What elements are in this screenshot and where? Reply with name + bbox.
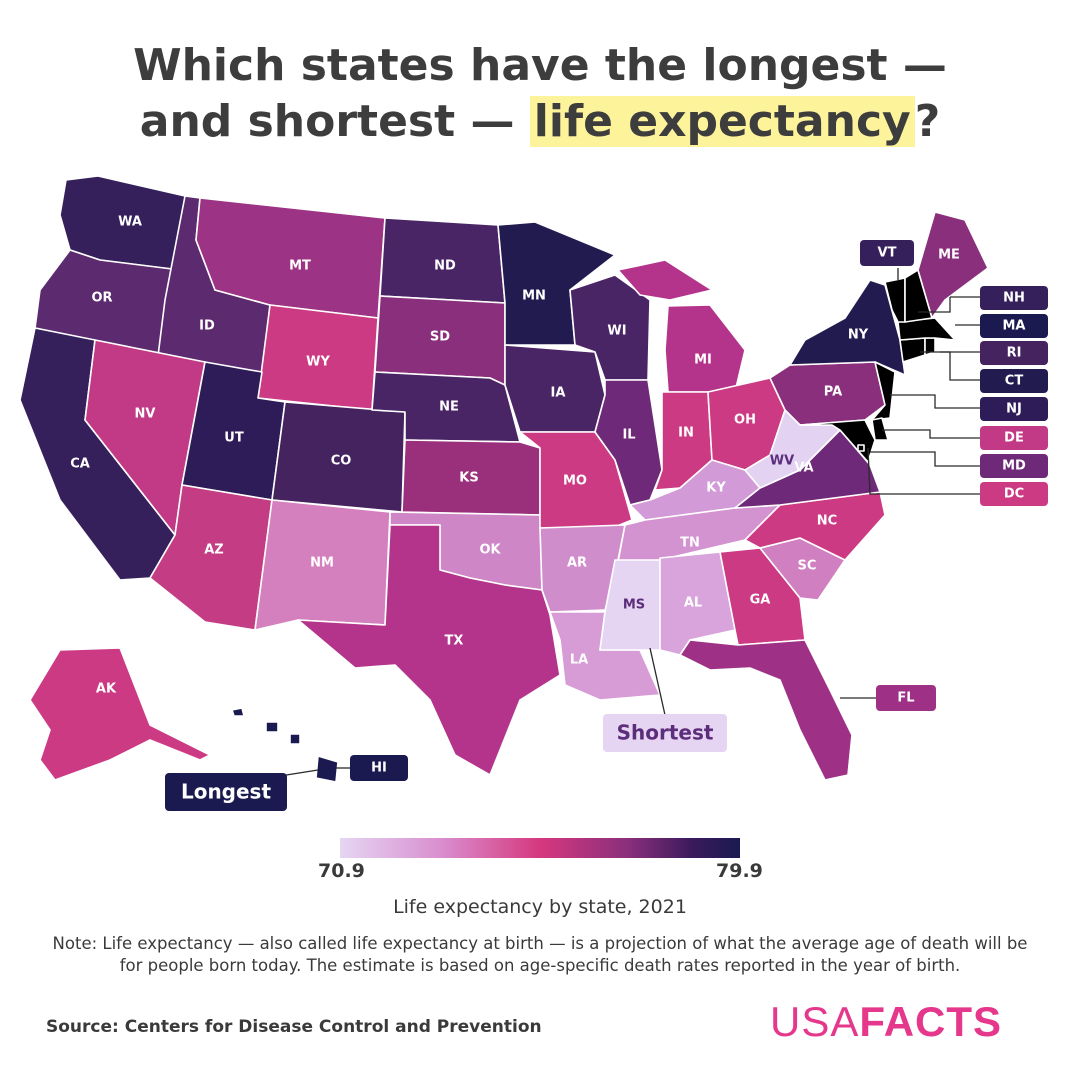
- scale-min-label: 70.9: [318, 860, 365, 882]
- callout-nj-label: NJ: [1006, 402, 1022, 417]
- state-label-pa: PA: [824, 385, 842, 400]
- state-label-id: ID: [199, 319, 215, 334]
- state-vt[interactable]: [884, 277, 906, 323]
- state-label-wa: WA: [118, 215, 142, 230]
- state-label-il: IL: [622, 428, 635, 443]
- state-label-ca: CA: [70, 457, 90, 472]
- chart-title: Which states have the longest — and shor…: [0, 38, 1080, 150]
- state-label-wv: WV: [770, 454, 794, 469]
- state-label-va: VA: [794, 461, 813, 476]
- title-suffix: ?: [914, 96, 941, 147]
- state-label-tx: TX: [445, 634, 464, 649]
- shortest-label: Shortest: [617, 721, 714, 745]
- callout-dc: DC: [980, 482, 1048, 506]
- callout-md-label: MD: [1002, 459, 1026, 474]
- callout-dc-label: DC: [1004, 487, 1024, 502]
- state-de[interactable]: [871, 417, 889, 441]
- callout-md: MD: [980, 454, 1048, 478]
- state-label-la: LA: [570, 653, 588, 668]
- state-label-tn: TN: [680, 536, 700, 551]
- callout-de: DE: [980, 426, 1048, 450]
- logo-light: USA: [770, 998, 860, 1045]
- callout-fl: FL: [876, 685, 936, 711]
- longest-label: Longest: [181, 780, 272, 804]
- state-fl[interactable]: [679, 639, 853, 781]
- state-label-nc: NC: [817, 514, 837, 529]
- state-label-nv: NV: [135, 407, 156, 422]
- shortest-annotation: Shortest: [603, 714, 727, 752]
- state-labels: WA OR CA ID NV MT WY UT AZ CO NM ND SD NE KS OK TX MN IA MO…: [70, 215, 960, 697]
- callout-vt: VT: [860, 240, 914, 266]
- callout-vt-label: VT: [878, 246, 897, 261]
- callout-ma-label: MA: [1003, 319, 1026, 334]
- scale-max-label: 79.9: [716, 860, 763, 882]
- state-label-or: OR: [91, 291, 112, 306]
- state-ct[interactable]: [899, 337, 926, 363]
- state-label-mo: MO: [563, 474, 587, 489]
- state-label-ne: NE: [439, 400, 459, 415]
- callout-nh: NH: [980, 286, 1048, 310]
- state-label-mt: MT: [289, 259, 311, 274]
- state-hi[interactable]: [231, 707, 339, 783]
- state-ak[interactable]: [29, 647, 211, 781]
- callout-ri-label: RI: [1007, 346, 1022, 361]
- callout-lines: [279, 268, 982, 777]
- state-ma[interactable]: [897, 317, 956, 341]
- footnote: Note: Life expectancy — also called life…: [52, 934, 1028, 975]
- callout-ma: MA: [980, 314, 1048, 338]
- state-label-ms: MS: [623, 598, 645, 613]
- state-label-me: ME: [938, 248, 960, 263]
- state-label-nd: ND: [434, 259, 456, 274]
- source-line: Source: Centers for Disease Control and …: [46, 1017, 542, 1037]
- state-label-ks: KS: [459, 471, 478, 486]
- state-label-ok: OK: [479, 543, 501, 558]
- state-label-sc: SC: [798, 559, 817, 574]
- callout-nj: NJ: [980, 397, 1048, 421]
- us-map: WA OR CA ID NV MT WY UT AZ CO NM ND SD NE KS OK TX MN IA MO…: [19, 175, 1048, 811]
- state-label-ut: UT: [224, 431, 244, 446]
- callout-fl-label: FL: [897, 691, 914, 706]
- state-label-co: CO: [331, 454, 352, 469]
- state-label-mn: MN: [522, 289, 546, 304]
- logo-bold: FACTS: [859, 998, 1003, 1045]
- color-scale-bar: [340, 838, 740, 858]
- state-label-ar: AR: [567, 556, 587, 571]
- state-label-ny: NY: [848, 328, 869, 343]
- title-highlight: life expectancy: [529, 96, 915, 147]
- state-label-ia: IA: [551, 386, 566, 401]
- state-label-nm: NM: [310, 556, 334, 571]
- state-label-az: AZ: [204, 543, 224, 558]
- state-dc[interactable]: [857, 444, 865, 452]
- state-label-mi: MI: [694, 353, 712, 368]
- state-label-ak: AK: [96, 682, 117, 697]
- state-label-in: IN: [678, 426, 694, 441]
- callout-hi-label: HI: [371, 761, 387, 776]
- state-label-wi: WI: [607, 324, 626, 339]
- state-me[interactable]: [917, 211, 989, 319]
- title-prefix: and shortest —: [139, 96, 530, 147]
- state-label-al: AL: [684, 596, 702, 611]
- callout-ri: RI: [980, 341, 1048, 365]
- callout-nh-label: NH: [1003, 291, 1025, 306]
- title-line-1: Which states have the longest —: [133, 40, 947, 91]
- usafacts-logo: USAFACTS: [770, 998, 1002, 1046]
- state-tx[interactable]: [297, 524, 561, 776]
- callout-de-label: DE: [1004, 431, 1024, 446]
- longest-annotation: Longest: [165, 773, 287, 811]
- state-label-sd: SD: [430, 330, 450, 345]
- state-label-ga: GA: [750, 593, 771, 608]
- title-line-2: and shortest — life expectancy?: [0, 94, 1080, 150]
- legend-title: Life expectancy by state, 2021: [393, 896, 687, 918]
- callout-ct-label: CT: [1005, 374, 1024, 389]
- callout-hi: HI: [350, 755, 408, 781]
- state-label-wy: WY: [306, 355, 330, 370]
- state-label-oh: OH: [734, 413, 756, 428]
- state-label-ky: KY: [706, 481, 726, 496]
- callout-ct: CT: [980, 369, 1048, 393]
